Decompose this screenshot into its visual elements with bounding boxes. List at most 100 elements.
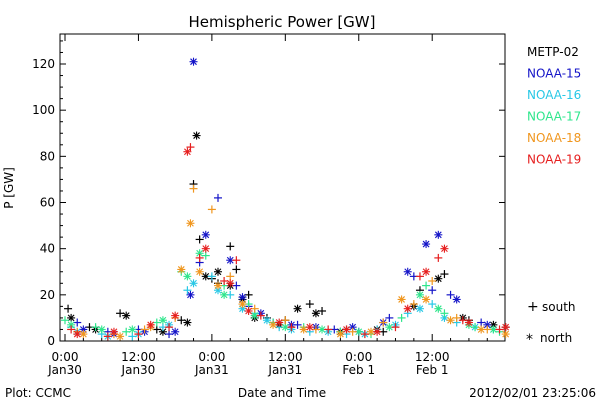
y-tick-label: 0 — [47, 334, 55, 348]
north-point — [477, 325, 486, 334]
star-d2 — [416, 291, 424, 299]
south-point — [116, 309, 125, 318]
star-d2 — [349, 323, 357, 331]
x-tick-time-label: 12:00 — [121, 350, 156, 364]
south-point — [201, 251, 210, 260]
north-point — [336, 330, 345, 339]
star-d2 — [67, 321, 75, 329]
star-d2 — [184, 148, 191, 156]
star-d2 — [202, 231, 210, 239]
north-point — [452, 295, 461, 304]
north-point — [171, 311, 180, 320]
star-d2 — [190, 279, 197, 287]
south-point — [348, 327, 357, 336]
north-marker-label: north — [540, 331, 572, 345]
north-point — [422, 295, 431, 304]
star-d2 — [465, 319, 473, 326]
star-d2 — [147, 321, 155, 329]
south-point — [165, 323, 174, 332]
south-point — [91, 323, 100, 332]
south-point — [195, 235, 204, 244]
star-d2 — [281, 323, 289, 331]
north-point — [397, 295, 406, 304]
south-point — [360, 330, 369, 339]
star-d2 — [239, 293, 246, 301]
star-d2 — [177, 266, 185, 273]
north-point — [403, 267, 412, 276]
star-d2 — [447, 316, 454, 324]
x-tick-date-label: Jan31 — [194, 363, 229, 377]
south-point — [232, 281, 241, 290]
star-d2 — [483, 321, 491, 329]
south-point — [324, 325, 333, 334]
star-d2 — [337, 330, 344, 338]
star-d2 — [355, 328, 363, 336]
north-point — [422, 240, 431, 249]
south-point — [128, 332, 137, 341]
north-point — [189, 57, 198, 66]
star-d2 — [453, 296, 461, 303]
north-point — [201, 244, 210, 253]
legend-entry: METP-02 — [527, 45, 579, 59]
north-point — [403, 304, 412, 313]
legend-entry: NOAA-17 — [527, 110, 581, 124]
star-d2 — [202, 245, 210, 253]
star-d2 — [184, 272, 191, 280]
south-point — [446, 290, 455, 299]
south-point — [67, 325, 76, 334]
x-tick-time-label: 0:00 — [345, 350, 372, 364]
south-point — [186, 143, 195, 152]
star-d2 — [294, 305, 301, 313]
star-d2 — [110, 328, 118, 336]
x-tick-date-label: Jan30 — [47, 363, 82, 377]
south-point — [287, 323, 296, 332]
star-d2 — [187, 291, 194, 299]
x-tick-date-label: Feb 1 — [416, 363, 449, 377]
north-point — [226, 279, 235, 288]
star-d2 — [193, 132, 200, 139]
star-d2 — [196, 249, 204, 257]
x-axis: 0:00Jan3012:00Jan300:00Jan3112:00Jan310:… — [47, 34, 488, 377]
north-point — [348, 323, 357, 332]
south-point — [73, 318, 82, 327]
south-point — [61, 316, 69, 325]
star-d2 — [190, 58, 197, 66]
star-d2 — [300, 326, 308, 333]
legend: METP-02 NOAA-15 NOAA-16 NOAA-17 NOAA-18 NOAA-… — [527, 45, 581, 167]
star-d2 — [159, 328, 167, 336]
star-d2 — [269, 321, 277, 329]
north-point — [501, 323, 510, 332]
north-point — [305, 323, 314, 332]
south-point — [471, 323, 480, 332]
star-d2 — [306, 323, 314, 331]
data-points — [61, 57, 510, 341]
north-point — [434, 274, 443, 283]
y-tick-label: 100 — [32, 103, 55, 117]
south-point — [244, 290, 253, 299]
south-point — [311, 325, 320, 334]
x-tick-time-label: 12:00 — [415, 350, 450, 364]
x-axis-label: Date and Time — [238, 386, 326, 400]
north-point — [73, 330, 82, 339]
north-point — [299, 325, 308, 334]
north-point — [440, 244, 449, 253]
north-point — [214, 281, 222, 290]
star-d2 — [404, 268, 412, 276]
south-point — [415, 272, 424, 281]
north-point — [220, 290, 229, 299]
star-d2 — [373, 328, 381, 336]
star-d2 — [434, 305, 442, 313]
north-point — [146, 320, 155, 329]
north-point — [422, 267, 431, 276]
north-point — [434, 304, 443, 313]
star-d2 — [398, 296, 405, 303]
south-marker-label: south — [542, 300, 576, 314]
south-point — [103, 332, 112, 341]
star-d2 — [171, 328, 179, 336]
star-d2 — [214, 282, 222, 289]
south-marker-symbol: + — [527, 299, 539, 315]
south-point — [226, 242, 235, 251]
south-point — [207, 272, 216, 281]
south-point — [458, 316, 467, 325]
south-point — [422, 281, 431, 290]
